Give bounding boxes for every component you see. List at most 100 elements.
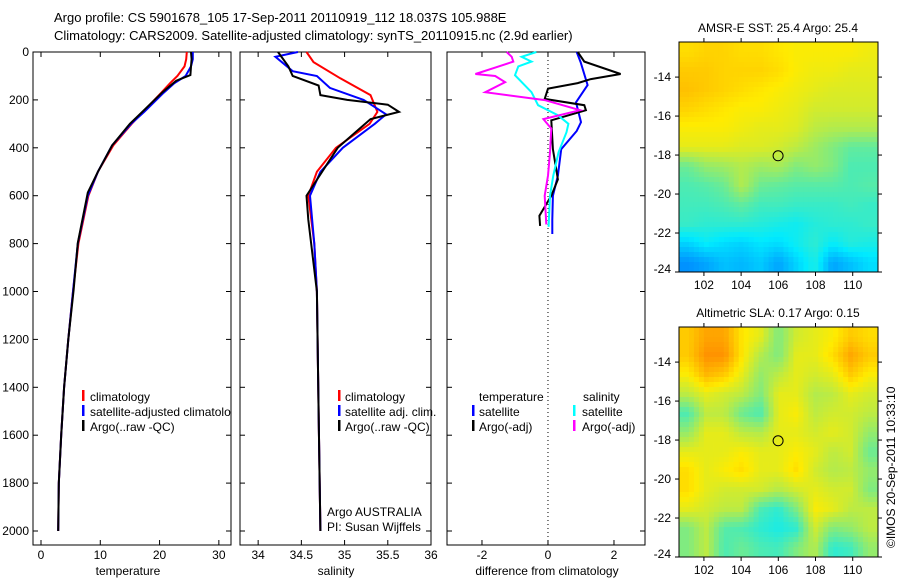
map-cell	[823, 157, 829, 163]
map-cell	[728, 512, 735, 518]
map-cell	[679, 342, 685, 348]
map-cell	[768, 502, 774, 508]
map-cell	[863, 517, 869, 523]
map-cell	[873, 92, 879, 98]
map-cell	[798, 532, 804, 538]
map-cell	[753, 397, 760, 403]
map-cell	[773, 352, 779, 358]
map-cell	[723, 327, 730, 333]
map-cell	[718, 182, 725, 188]
map-cell	[728, 52, 735, 58]
map-cell	[723, 152, 730, 158]
map-cell	[713, 162, 720, 168]
map-cell	[838, 167, 844, 173]
map-cell	[778, 512, 784, 518]
map-cell	[768, 522, 774, 528]
map-cell	[688, 352, 695, 358]
map-cell	[838, 502, 844, 508]
map-cell	[718, 327, 725, 333]
map-cell	[813, 167, 819, 173]
map-cell	[778, 62, 784, 68]
map-cell	[813, 242, 819, 248]
lat-tick-label: -16	[654, 394, 672, 408]
map-cell	[683, 142, 690, 148]
map-cell	[679, 182, 685, 188]
map-cell	[728, 42, 735, 48]
map-cell	[698, 367, 705, 373]
map-cell	[798, 397, 804, 403]
map-cell	[853, 222, 859, 228]
map-cell	[748, 132, 755, 138]
map-cell	[798, 452, 804, 458]
map-cell	[698, 232, 705, 238]
map-cell	[728, 402, 735, 408]
map-cell	[708, 77, 715, 83]
map-cell	[768, 532, 774, 538]
map-cell	[873, 47, 879, 53]
map-cell	[679, 492, 685, 498]
map-cell	[863, 332, 869, 338]
map-cell	[768, 427, 774, 433]
map-cell	[783, 232, 789, 238]
map-cell	[823, 467, 829, 473]
map-cell	[703, 107, 710, 113]
map-cell	[679, 542, 685, 548]
map-cell	[863, 182, 869, 188]
map-cell	[718, 427, 725, 433]
map-cell	[723, 177, 730, 183]
map-cell	[693, 507, 700, 513]
map-cell	[848, 462, 854, 468]
map-cell	[748, 362, 755, 368]
map-cell	[763, 452, 769, 458]
map-cell	[818, 337, 824, 343]
map-cell	[748, 337, 755, 343]
map-cell	[763, 107, 769, 113]
map-cell	[688, 327, 695, 333]
map-cell	[743, 327, 750, 333]
map-cell	[773, 472, 779, 478]
map-cell	[713, 222, 720, 228]
map-cell	[708, 487, 715, 493]
map-cell	[703, 237, 710, 243]
map-cell	[803, 467, 809, 473]
map-cell	[733, 177, 740, 183]
map-cell	[803, 67, 809, 73]
map-cell	[693, 372, 700, 378]
map-cell	[728, 182, 735, 188]
map-cell	[708, 262, 715, 268]
map-cell	[753, 247, 760, 253]
map-cell	[738, 172, 745, 178]
map-cell	[723, 207, 730, 213]
map-cell	[843, 267, 849, 273]
map-cell	[693, 487, 700, 493]
map-cell	[793, 332, 799, 338]
map-cell	[858, 77, 864, 83]
map-cell	[828, 87, 834, 93]
map-cell	[693, 377, 700, 383]
map-cell	[848, 357, 854, 363]
map-cell	[733, 112, 740, 118]
map-cell	[863, 522, 869, 528]
map-cell	[868, 482, 874, 488]
map-cell	[763, 337, 769, 343]
map-cell	[863, 492, 869, 498]
map-cell	[783, 487, 789, 493]
map-cell	[738, 402, 745, 408]
map-cell	[803, 497, 809, 503]
map-cell	[868, 192, 874, 198]
map-cell	[823, 142, 829, 148]
map-cell	[713, 47, 720, 53]
map-cell	[813, 207, 819, 213]
map-cell	[738, 267, 745, 273]
map-cell	[793, 127, 799, 133]
map-cell	[788, 477, 794, 483]
map-cell	[813, 172, 819, 178]
map-cell	[728, 377, 735, 383]
map-cell	[873, 462, 879, 468]
map-cell	[813, 67, 819, 73]
credit-label: ©IMOS 20-Sep-2011 10:33:10	[884, 386, 898, 548]
map-cell	[848, 482, 854, 488]
map-cell	[763, 42, 769, 48]
map-cell	[703, 82, 710, 88]
map-cell	[848, 67, 854, 73]
